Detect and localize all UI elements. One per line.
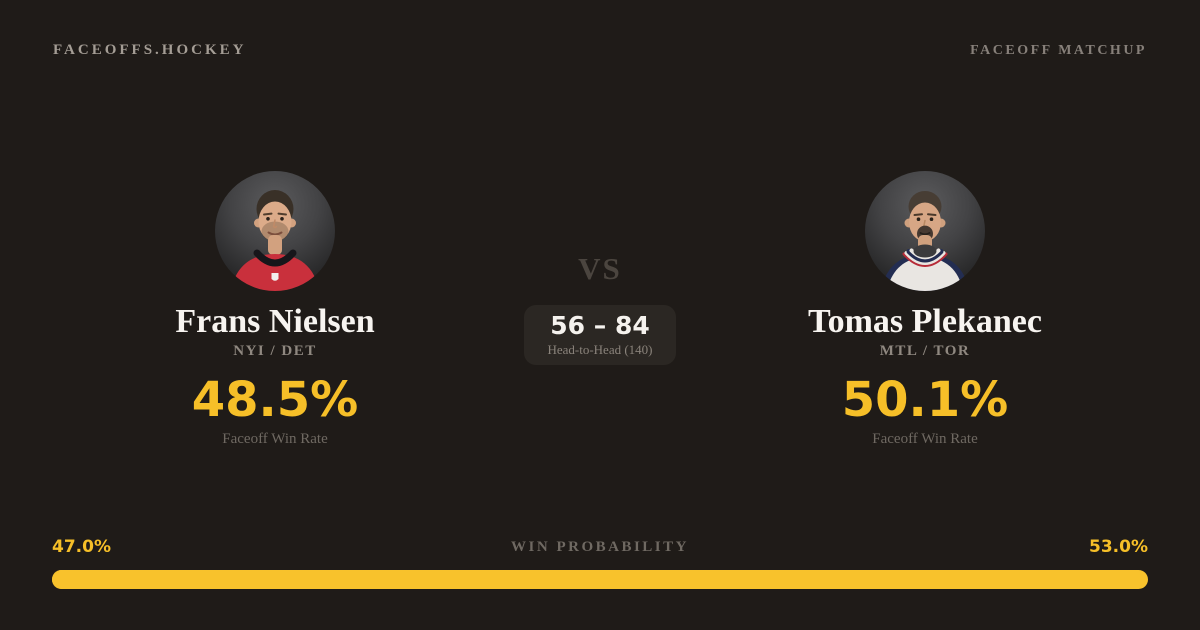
win-probability-bar: [52, 570, 1148, 589]
jersey-left: [231, 254, 319, 291]
collar-stripe-navy: [906, 249, 944, 263]
page-title: FACEOFF MATCHUP: [970, 43, 1147, 58]
vs-label: VS: [578, 251, 622, 286]
player-name-right: Tomas Plekanec: [808, 303, 1042, 340]
collar-stripe-red: [902, 252, 948, 267]
site-brand: FACEOFFS.HOCKEY: [53, 42, 247, 58]
player-teams-right: MTL / TOR: [879, 343, 971, 360]
win-probability-row: 47.0% WIN PROBABILITY 53.0%: [52, 537, 1148, 559]
player-card-right: Tomas Plekanec MTL / TOR 50.1% Faceoff W…: [700, 171, 1150, 448]
player-illustration-right: [881, 191, 969, 291]
win-rate-label-left: Faceoff Win Rate: [222, 431, 328, 448]
player-teams-left: NYI / DET: [233, 343, 317, 360]
player-photo-left: [215, 171, 335, 291]
win-probability-right-pct: 53.0%: [1089, 537, 1148, 557]
player-card-left: Frans Nielsen NYI / DET 48.5% Faceoff Wi…: [50, 171, 500, 448]
win-rate-left: 48.5%: [191, 372, 359, 429]
win-probability-bar-left: [52, 570, 568, 589]
head-to-head-score: 56 – 84: [550, 311, 650, 341]
win-rate-label-right: Faceoff Win Rate: [872, 431, 978, 448]
jersey-right: [887, 257, 963, 291]
nhl-logo-icon: [271, 273, 279, 281]
player-illustration-left: [231, 190, 319, 291]
matchup-center: VS 56 – 84 Head-to-Head (140): [450, 171, 750, 365]
win-rate-right: 50.1%: [841, 372, 1009, 429]
player-name-left: Frans Nielsen: [175, 303, 375, 340]
head-to-head-box: 56 – 84 Head-to-Head (140): [524, 305, 676, 365]
player-photo-right: [865, 171, 985, 291]
head-to-head-label: Head-to-Head (140): [547, 341, 653, 357]
win-probability-title: WIN PROBABILITY: [511, 539, 689, 555]
win-probability-left-pct: 47.0%: [52, 537, 111, 557]
